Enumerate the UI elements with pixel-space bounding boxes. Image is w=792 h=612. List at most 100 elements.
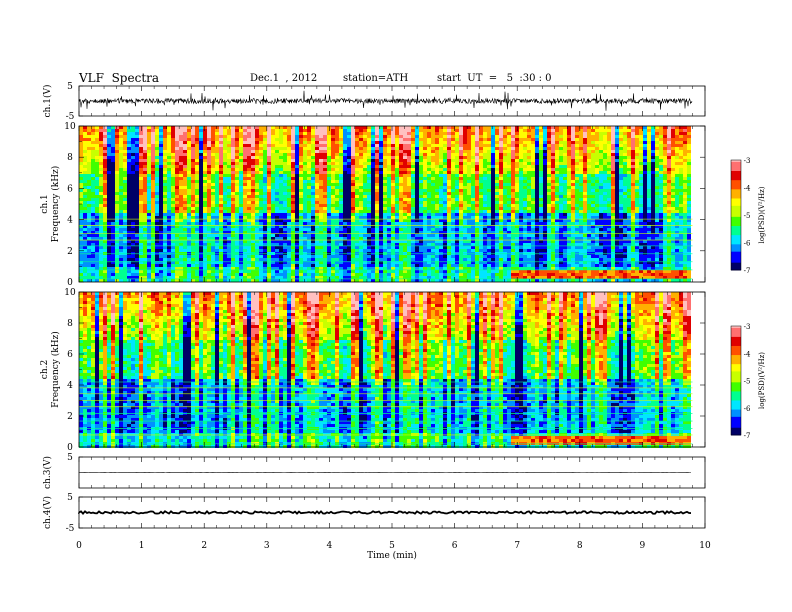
psd-cell (671, 144, 675, 147)
psd-cell (303, 141, 307, 144)
psd-cell (587, 183, 591, 186)
psd-cell (175, 189, 179, 192)
psd-cell (135, 198, 139, 201)
psd-cell (647, 210, 651, 213)
psd-cell (267, 183, 271, 186)
psd-cell (611, 171, 615, 174)
psd-cell (451, 168, 455, 171)
psd-cell (635, 186, 639, 189)
psd-cell (79, 210, 83, 213)
psd-cell (671, 153, 675, 156)
psd-cell (243, 192, 247, 195)
psd-cell (535, 192, 539, 195)
psd-cell (315, 186, 319, 189)
psd-cell (655, 153, 659, 156)
psd-cell (595, 204, 599, 207)
psd-cell (647, 162, 651, 165)
psd-cell (183, 210, 187, 213)
psd-cell (395, 192, 399, 195)
psd-cell (167, 150, 171, 153)
psd-cell (359, 216, 363, 219)
psd-cell (323, 198, 327, 201)
psd-cell (287, 144, 291, 147)
psd-cell (503, 135, 507, 138)
psd-cell (291, 198, 295, 201)
psd-cell (343, 150, 347, 153)
psd-cell (203, 138, 207, 141)
psd-cell (287, 174, 291, 177)
psd-cell (683, 216, 687, 219)
psd-cell (311, 207, 315, 210)
psd-cell (215, 129, 219, 132)
psd-cell (291, 177, 295, 180)
psd-cell (359, 189, 363, 192)
psd-cell (415, 189, 419, 192)
psd-cell (323, 144, 327, 147)
psd-cell (307, 213, 311, 216)
psd-cell (95, 162, 99, 165)
psd-cell (523, 195, 527, 198)
psd-cell (283, 189, 287, 192)
psd-cell (219, 135, 223, 138)
psd-cell (563, 219, 567, 222)
psd-cell (211, 219, 215, 222)
psd-cell (675, 174, 679, 177)
psd-cell (575, 156, 579, 159)
psd-cell (539, 219, 543, 222)
psd-cell (631, 129, 635, 132)
psd-cell (343, 153, 347, 156)
psd-cell (299, 180, 303, 183)
psd-cell (551, 204, 555, 207)
psd-cell (171, 141, 175, 144)
psd-cell (323, 126, 327, 129)
psd-cell (183, 213, 187, 216)
psd-cell (195, 168, 199, 171)
psd-cell (647, 156, 651, 159)
psd-cell (563, 174, 567, 177)
psd-cell (383, 159, 387, 162)
psd-cell (631, 216, 635, 219)
psd-cell (431, 171, 435, 174)
psd-cell (315, 177, 319, 180)
psd-cell (515, 195, 519, 198)
psd-cell (347, 177, 351, 180)
psd-cell (475, 201, 479, 204)
psd-cell (487, 126, 491, 129)
psd-cell (271, 183, 275, 186)
psd-cell (199, 156, 203, 159)
psd-cell (651, 162, 655, 165)
psd-cell (687, 141, 691, 144)
psd-cell (339, 180, 343, 183)
psd-cell (475, 132, 479, 135)
psd-cell (259, 216, 263, 219)
psd-cell (339, 207, 343, 210)
psd-cell (431, 216, 435, 219)
psd-cell (407, 192, 411, 195)
psd-cell (163, 192, 167, 195)
psd-cell (307, 135, 311, 138)
psd-cell (391, 201, 395, 204)
psd-cell (195, 189, 199, 192)
psd-cell (171, 138, 175, 141)
psd-cell (199, 141, 203, 144)
psd-cell (115, 147, 119, 150)
psd-cell (335, 168, 339, 171)
psd-cell (163, 141, 167, 144)
psd-cell (439, 198, 443, 201)
psd-cell (187, 159, 191, 162)
psd-cell (231, 147, 235, 150)
psd-cell (383, 135, 387, 138)
psd-cell (255, 216, 259, 219)
psd-cell (651, 147, 655, 150)
psd-cell (279, 177, 283, 180)
psd-cell (143, 168, 147, 171)
psd-cell (579, 195, 583, 198)
psd-cell (247, 138, 251, 141)
psd-cell (191, 216, 195, 219)
psd-cell (319, 135, 323, 138)
psd-cell (379, 165, 383, 168)
psd-cell (459, 141, 463, 144)
psd-cell (207, 150, 211, 153)
psd-cell (567, 210, 571, 213)
psd-cell (303, 129, 307, 132)
